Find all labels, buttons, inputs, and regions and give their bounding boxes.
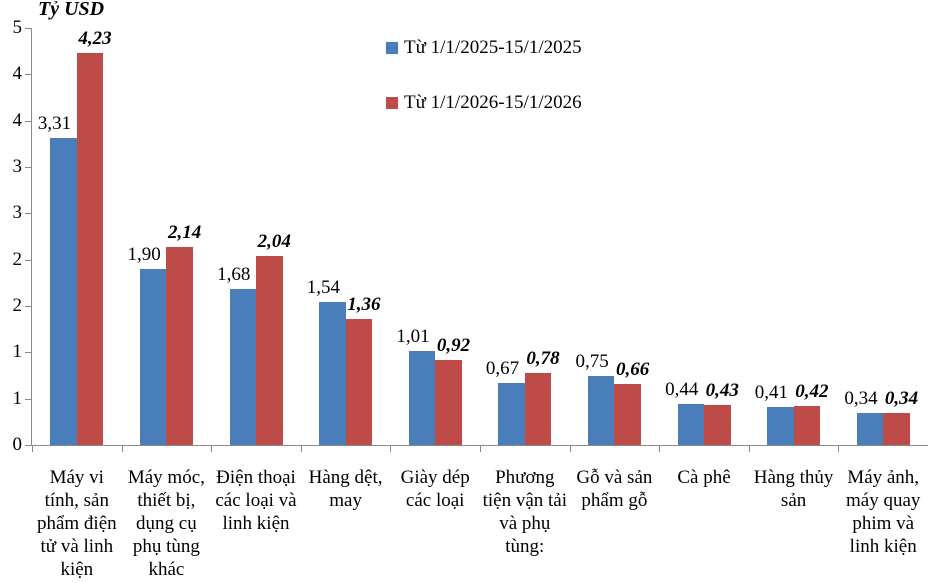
category-label: Cà phê <box>677 467 731 488</box>
x-tick-mark <box>32 445 33 452</box>
bar-value-label: 1,54 <box>306 277 340 299</box>
legend-label-period-2025: Từ 1/1/2025-15/1/2025 <box>404 37 582 58</box>
y-tick-label: 2 <box>12 248 23 270</box>
bar-series0-cat0 <box>50 138 77 445</box>
y-tick-label: 3 <box>12 202 23 224</box>
category-label: Giày dép các loại <box>400 467 470 511</box>
bar-series0-cat7 <box>677 404 704 445</box>
y-tick-label: 3 <box>12 156 23 177</box>
category-label: Phương tiện vận tải và phụ tùng: <box>482 467 567 557</box>
bar-series1-cat1 <box>166 246 193 445</box>
bar-value-label: 0,78 <box>526 347 560 369</box>
bar-value-label: 0,42 <box>795 381 829 403</box>
y-tick-label: 1 <box>12 341 23 363</box>
legend-label-period-2026: Từ 1/1/2026-15/1/2026 <box>404 92 582 113</box>
bar-value-label: 0,92 <box>436 334 471 356</box>
category-label: Máy ảnh, máy quay phim và linh kiện <box>845 467 921 557</box>
category-label: Hàng thủy sản <box>753 467 834 511</box>
category-label: Máy vi tính, sản phẩm điện tử và linh ki… <box>36 467 117 580</box>
y-tick-label: 2 <box>12 295 23 316</box>
y-tick-label: 0 <box>12 434 23 455</box>
bar-value-label: 1,01 <box>396 326 430 348</box>
y-tick-mark <box>25 352 32 354</box>
x-tick-mark <box>659 445 661 452</box>
bar-value-label: 1,68 <box>217 264 251 286</box>
x-tick-mark <box>390 445 392 452</box>
y-tick-mark <box>25 167 32 168</box>
bar-value-label: 0,75 <box>575 350 609 372</box>
legend-swatch-blue <box>386 42 398 54</box>
y-tick-mark <box>25 259 32 261</box>
bar-value-label: 0,34 <box>884 388 919 410</box>
y-axis-title: Tỷ USD <box>38 0 105 20</box>
bar-series0-cat1 <box>139 268 167 445</box>
x-tick-mark <box>211 445 213 452</box>
legend-swatch-red <box>386 97 398 109</box>
category-label: Gỗ và sản phẩm gỗ <box>576 467 653 511</box>
y-tick-mark <box>25 120 32 122</box>
legend: Từ 1/1/2025-15/1/2025 Từ 1/1/2026-15/1/2… <box>386 36 582 146</box>
bar-series1-cat3 <box>345 318 373 445</box>
y-tick-mark <box>25 74 32 76</box>
x-tick-mark <box>300 445 302 452</box>
category-label: Hàng dệt, may <box>308 467 383 511</box>
y-tick-mark <box>25 306 32 307</box>
bar-value-label: 0,67 <box>485 357 520 379</box>
bar-value-label: 2,14 <box>168 221 202 243</box>
y-tick-mark <box>25 28 32 29</box>
bar-series1-cat6 <box>614 383 641 445</box>
x-tick-mark <box>748 445 750 452</box>
category-label: Máy móc, thiết bị, dụng cụ phụ tùng khác <box>127 467 205 580</box>
x-tick-mark <box>569 445 571 452</box>
y-tick-label: 5 <box>12 17 23 38</box>
category-label: Điện thoại các loại và linh kiện <box>215 467 297 534</box>
legend-item-period-2025: Từ 1/1/2025-15/1/2025 <box>386 36 582 60</box>
y-axis-line <box>31 28 32 445</box>
bar-series0-cat2 <box>229 289 256 445</box>
bar-series1-cat5 <box>524 372 552 445</box>
bar-series0-cat6 <box>587 375 615 445</box>
bar-value-label: 4,23 <box>78 28 112 50</box>
bar-value-label: 0,41 <box>754 382 788 403</box>
bar-series1-cat4 <box>435 359 462 445</box>
y-tick-mark <box>25 398 32 400</box>
bar-value-label: 2,04 <box>257 230 291 252</box>
x-axis-line <box>31 445 928 446</box>
x-tick-mark <box>838 445 840 452</box>
y-tick-label: 4 <box>12 109 23 131</box>
bar-series1-cat9 <box>883 413 910 445</box>
bar-series1-cat0 <box>76 53 104 445</box>
bar-value-label: 0,43 <box>705 380 739 402</box>
bar-series1-cat7 <box>704 405 731 445</box>
bar-value-label: 0,44 <box>665 379 699 401</box>
y-tick-label: 1 <box>12 387 23 409</box>
legend-item-period-2026: Từ 1/1/2026-15/1/2026 <box>386 91 582 115</box>
bar-series1-cat2 <box>256 255 283 445</box>
bar-series0-cat8 <box>767 407 794 445</box>
bar-series0-cat4 <box>408 351 436 445</box>
bar-value-label: 0,66 <box>616 358 650 380</box>
bar-series1-cat8 <box>793 406 821 445</box>
bar-value-label: 1,36 <box>347 293 381 315</box>
bar-value-label: 0,34 <box>844 388 878 410</box>
x-tick-mark <box>121 445 123 452</box>
x-tick-mark <box>480 445 481 452</box>
bar-series0-cat5 <box>498 382 525 445</box>
bar-value-label: 1,90 <box>127 243 161 265</box>
bar-series0-cat3 <box>319 302 346 445</box>
y-tick-label: 4 <box>12 63 23 85</box>
bar-series0-cat9 <box>856 413 884 445</box>
y-tick-mark <box>25 445 32 446</box>
bar-value-label: 3,31 <box>37 113 72 135</box>
y-tick-mark <box>25 213 32 215</box>
